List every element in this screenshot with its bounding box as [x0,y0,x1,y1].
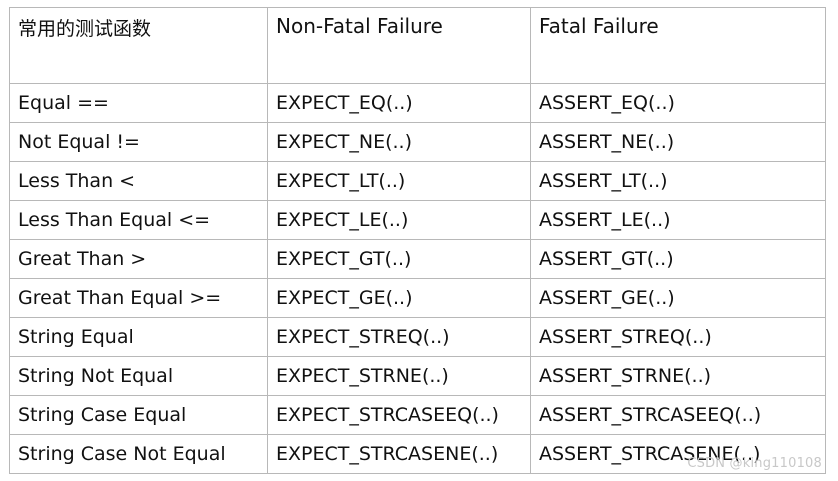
row-name-cell: Less Than < [9,161,268,201]
row-fatal-cell: ASSERT_STRCASENE(..) [530,434,826,474]
row-non-fatal-cell: EXPECT_NE(..) [267,122,531,162]
row-non-fatal-cell: EXPECT_STRCASEEQ(..) [267,395,531,435]
row-non-fatal-cell: EXPECT_GE(..) [267,278,531,318]
csdn-watermark: CSDN @king110108 [687,456,822,471]
row-name-cell: Equal == [9,83,268,123]
row-fatal-cell: ASSERT_LT(..) [530,161,826,201]
table-row: Less Than < EXPECT_LT(..) ASSERT_LT(..) [9,161,826,201]
row-fatal-cell: ASSERT_NE(..) [530,122,826,162]
row-name-cell: Not Equal != [9,122,268,162]
header-test-functions-label: 常用的测试函数 [18,18,152,40]
header-non-fatal-failure-label: Non-Fatal Failure [276,14,443,38]
row-non-fatal-cell: EXPECT_LE(..) [267,200,531,240]
table-row: Not Equal != EXPECT_NE(..) ASSERT_NE(..) [9,122,826,162]
table-row: Great Than > EXPECT_GT(..) ASSERT_GT(..) [9,239,826,279]
assertion-table: 常用的测试函数 Non-Fatal Failure Fatal Failure … [9,7,826,474]
row-non-fatal-cell: EXPECT_STREQ(..) [267,317,531,357]
row-fatal-cell: ASSERT_STREQ(..) [530,317,826,357]
header-non-fatal-failure: Non-Fatal Failure [267,7,531,84]
row-non-fatal-cell: EXPECT_GT(..) [267,239,531,279]
row-fatal-cell: ASSERT_GT(..) [530,239,826,279]
row-name-cell: Less Than Equal <= [9,200,268,240]
row-fatal-cell: ASSERT_LE(..) [530,200,826,240]
row-fatal-cell: ASSERT_STRCASEEQ(..) [530,395,826,435]
table-row: String Case Equal EXPECT_STRCASEEQ(..) A… [9,395,826,435]
row-fatal-cell: ASSERT_EQ(..) [530,83,826,123]
header-fatal-failure-label: Fatal Failure [539,14,659,38]
table-row: Less Than Equal <= EXPECT_LE(..) ASSERT_… [9,200,826,240]
row-fatal-cell: ASSERT_GE(..) [530,278,826,318]
row-name-cell: Great Than > [9,239,268,279]
row-non-fatal-cell: EXPECT_LT(..) [267,161,531,201]
row-fatal-cell: ASSERT_STRNE(..) [530,356,826,396]
row-name-cell: String Case Equal [9,395,268,435]
header-row: 常用的测试函数 Non-Fatal Failure Fatal Failure [9,7,826,84]
table-header: 常用的测试函数 Non-Fatal Failure Fatal Failure [9,7,826,84]
table-row: Equal == EXPECT_EQ(..) ASSERT_EQ(..) [9,83,826,123]
row-non-fatal-cell: EXPECT_STRNE(..) [267,356,531,396]
header-fatal-failure: Fatal Failure [530,7,826,84]
row-name-cell: Great Than Equal >= [9,278,268,318]
row-non-fatal-cell: EXPECT_EQ(..) [267,83,531,123]
row-non-fatal-cell: EXPECT_STRCASENE(..) [267,434,531,474]
row-name-cell: String Not Equal [9,356,268,396]
assertion-table-container: 常用的测试函数 Non-Fatal Failure Fatal Failure … [9,7,826,474]
row-name-cell: String Case Not Equal [9,434,268,474]
row-name-cell: String Equal [9,317,268,357]
table-row: String Not Equal EXPECT_STRNE(..) ASSERT… [9,356,826,396]
table-row: Great Than Equal >= EXPECT_GE(..) ASSERT… [9,278,826,318]
header-test-functions: 常用的测试函数 [9,7,268,84]
table-row: String Equal EXPECT_STREQ(..) ASSERT_STR… [9,317,826,357]
table-body: Equal == EXPECT_EQ(..) ASSERT_EQ(..) Not… [9,83,826,474]
table-row: String Case Not Equal EXPECT_STRCASENE(.… [9,434,826,474]
